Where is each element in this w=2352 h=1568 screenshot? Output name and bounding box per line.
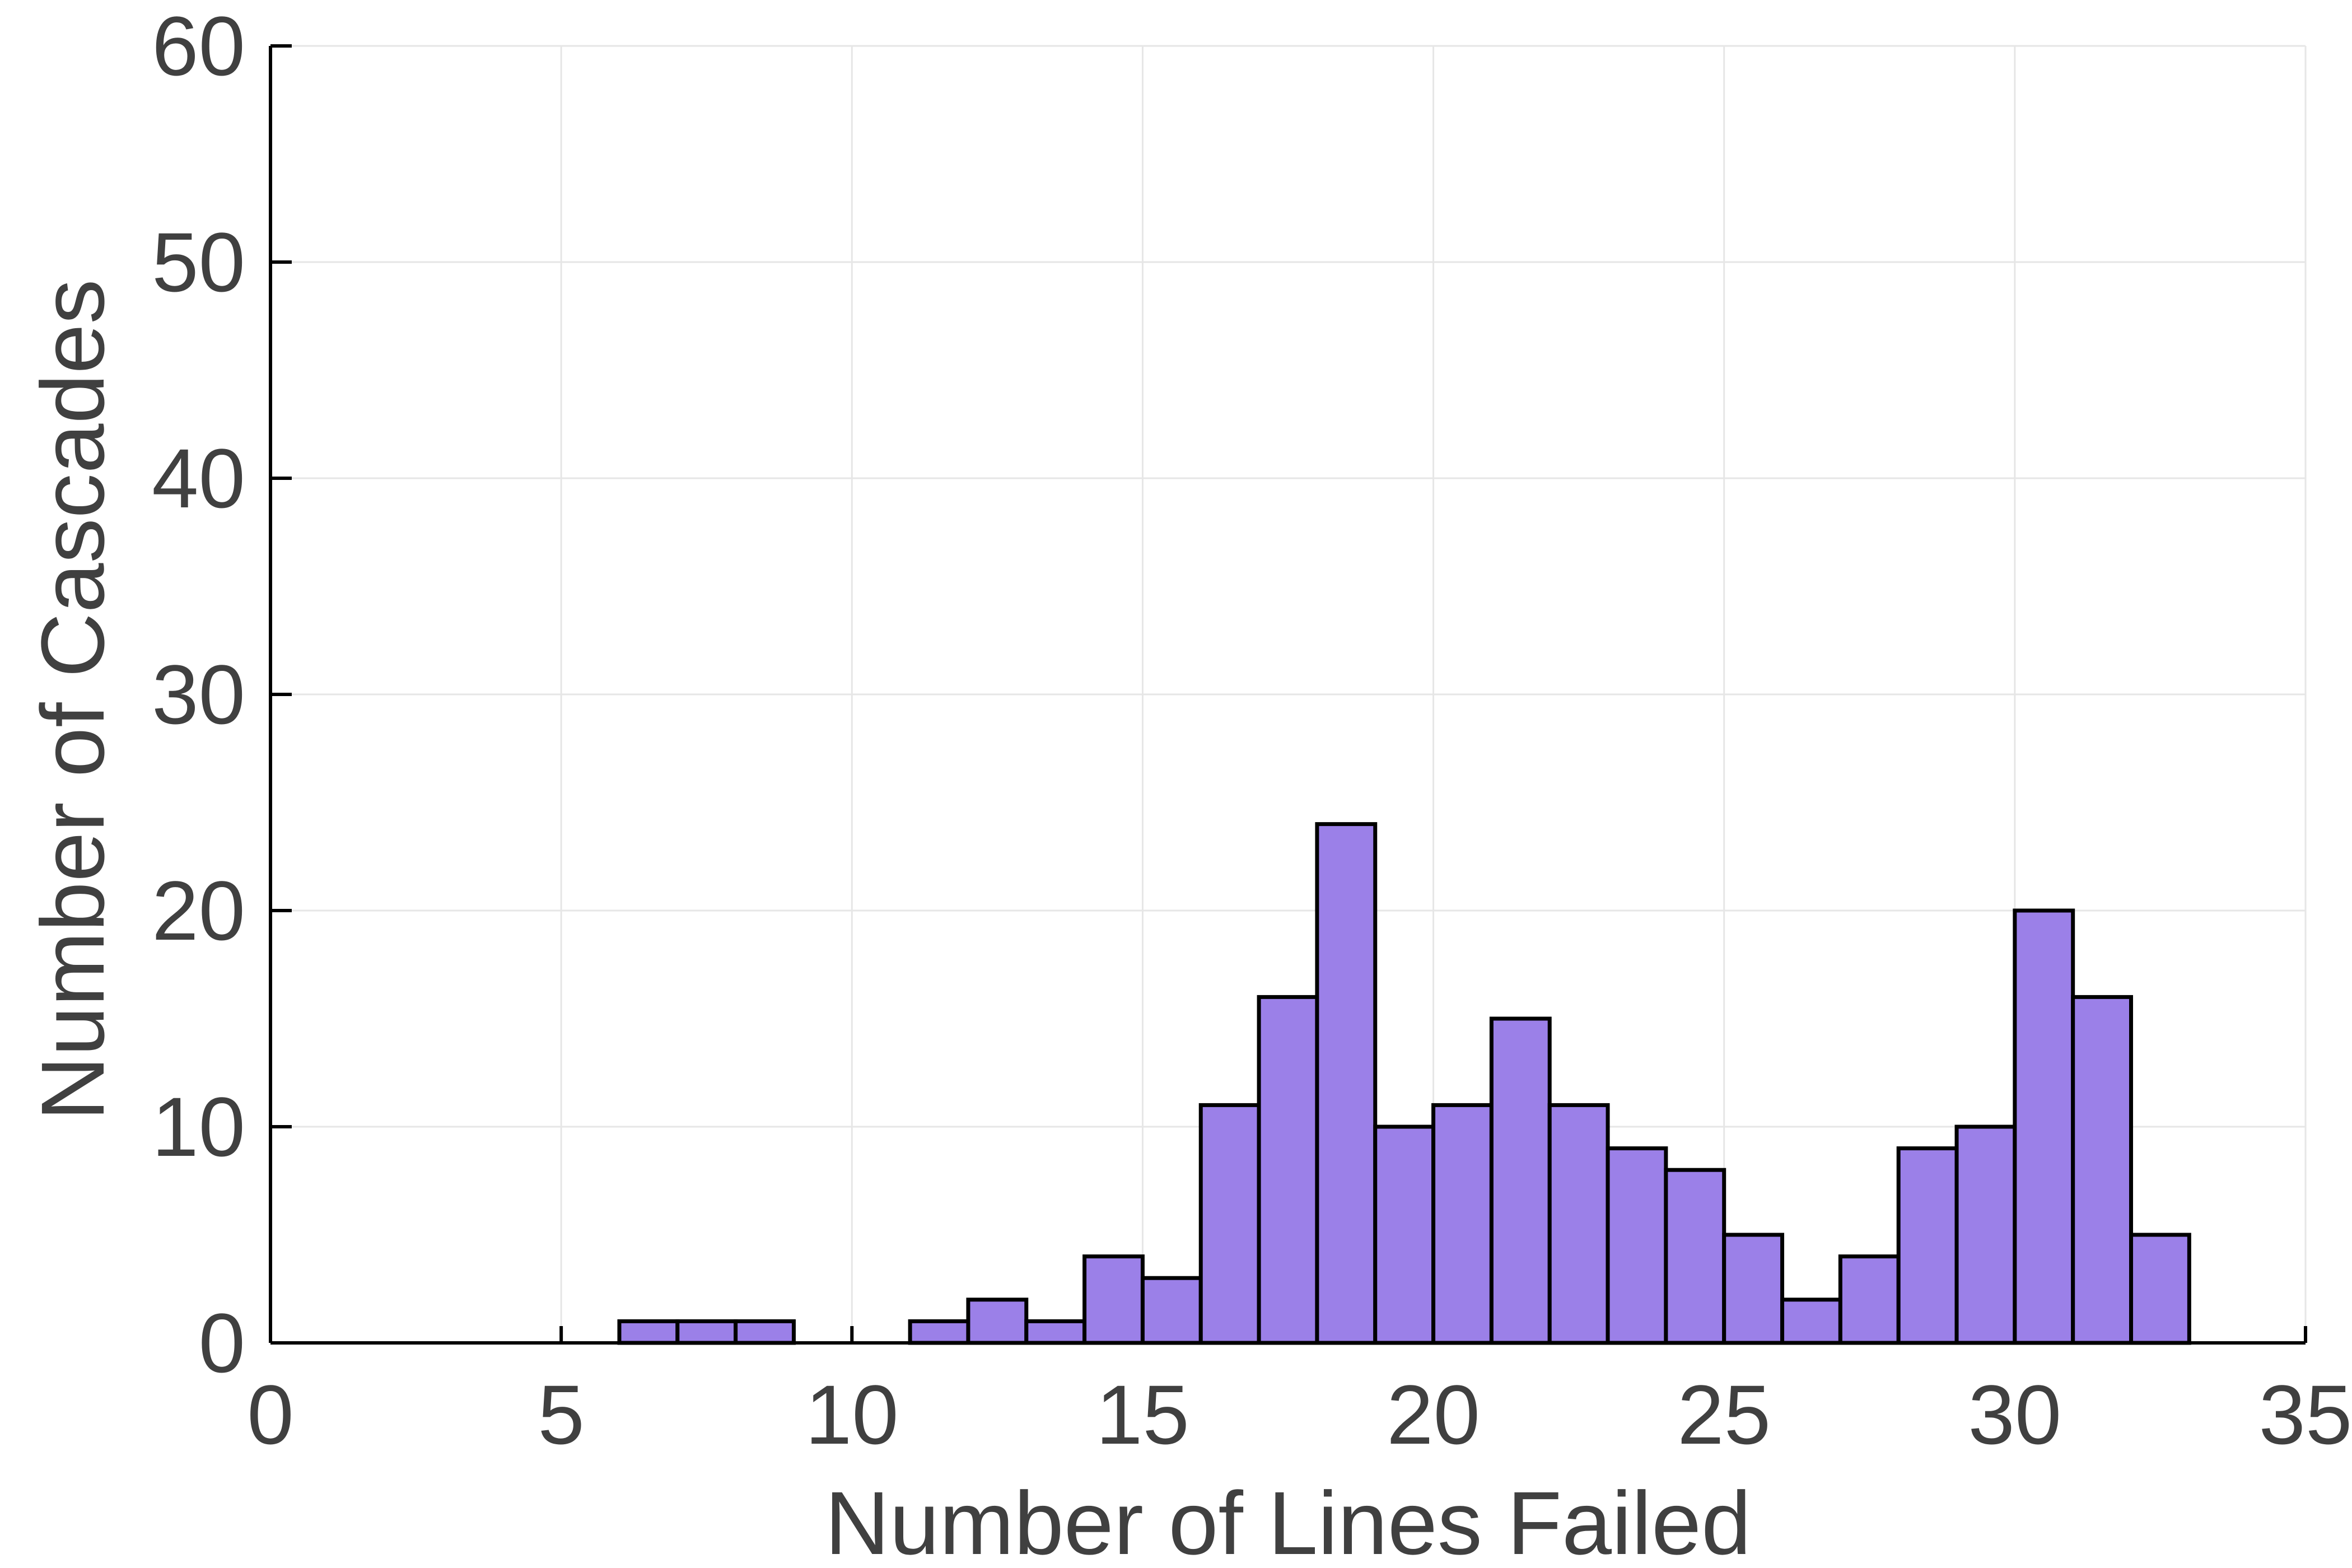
- bar-28-29: [1896, 1146, 1959, 1345]
- x-tick-label-10: 10: [805, 1368, 899, 1462]
- x-tick-labels: 0 5 10 15 20 25 30 35: [247, 1368, 2352, 1462]
- bar-17-18: [1257, 995, 1319, 1345]
- bar-14-15: [1082, 1254, 1145, 1345]
- bar-12-13: [966, 1298, 1029, 1345]
- y-tick-label-40: 40: [152, 431, 245, 525]
- x-axis-title: Number of Lines Failed: [825, 1473, 1751, 1568]
- grid: [270, 45, 2307, 1343]
- bar-31-32: [2071, 995, 2134, 1345]
- bar-24-25: [1664, 1168, 1726, 1345]
- bar-22-23: [1547, 1103, 1610, 1345]
- y-tick-label-20: 20: [152, 864, 245, 958]
- y-tick-label-60: 60: [152, 0, 245, 93]
- x-tick-label-30: 30: [1968, 1368, 2061, 1462]
- bar-20-21: [1431, 1103, 1494, 1345]
- x-tick-label-25: 25: [1677, 1368, 1771, 1462]
- bar-30-31: [2013, 908, 2075, 1345]
- y-tick-label-0: 0: [199, 1296, 245, 1390]
- bar-8-9: [734, 1319, 796, 1345]
- bar-25-26: [1722, 1233, 1785, 1345]
- x-tick-label-20: 20: [1387, 1368, 1480, 1462]
- y-tick-label-10: 10: [152, 1080, 245, 1174]
- y-tick-label-50: 50: [152, 215, 245, 309]
- bar-26-27: [1780, 1298, 1842, 1345]
- y-tick-label-30: 30: [152, 647, 245, 741]
- bar-16-17: [1198, 1103, 1261, 1345]
- bar-27-28: [1838, 1254, 1901, 1345]
- bar-7-8: [675, 1319, 738, 1345]
- bar-29-30: [1954, 1124, 2017, 1345]
- x-tick-label-0: 0: [247, 1368, 293, 1462]
- x-tick-label-35: 35: [2259, 1368, 2352, 1462]
- bar-18-19: [1315, 822, 1378, 1345]
- bar-23-24: [1606, 1146, 1668, 1345]
- bar-6-7: [617, 1319, 680, 1345]
- bar-13-14: [1024, 1319, 1087, 1345]
- bars: [617, 822, 2191, 1345]
- bar-32-33: [2129, 1233, 2191, 1345]
- axes: [269, 44, 2307, 1345]
- y-axis-title: Number of Cascades: [22, 279, 123, 1121]
- bar-15-16: [1140, 1276, 1203, 1345]
- x-tick-label-5: 5: [538, 1368, 584, 1462]
- y-tick-labels: 0 10 20 30 40 50 60: [152, 0, 245, 1390]
- bar-21-22: [1489, 1016, 1552, 1345]
- x-tick-label-15: 15: [1096, 1368, 1189, 1462]
- bar-11-12: [908, 1319, 970, 1345]
- bar-19-20: [1373, 1124, 1436, 1345]
